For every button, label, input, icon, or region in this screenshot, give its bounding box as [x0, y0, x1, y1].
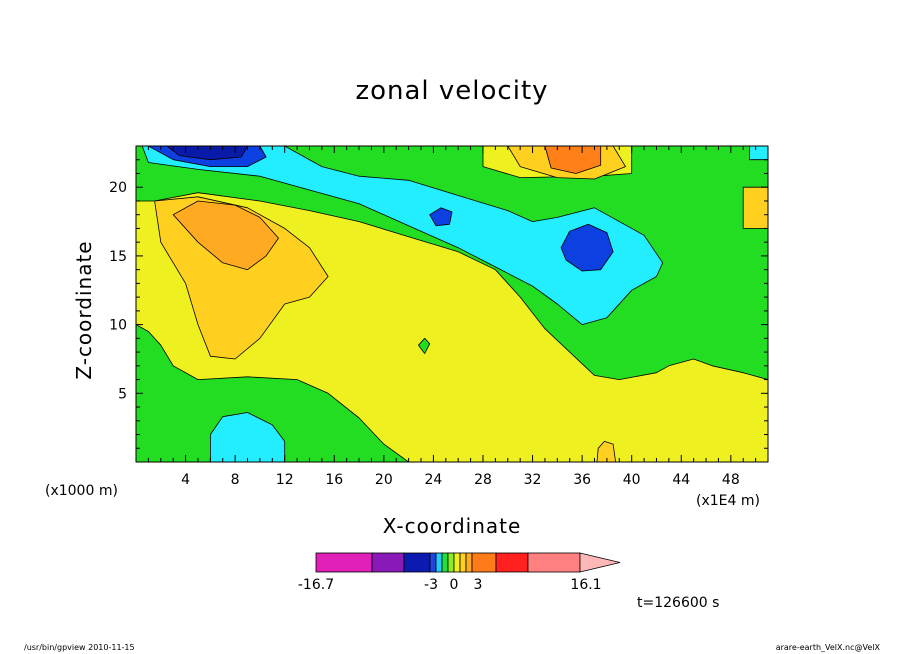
contour-region	[172, 200, 279, 271]
colorbar-swatch	[471, 552, 497, 573]
colorbar-swatch	[465, 552, 473, 573]
x-unit-label-right: (x1E4 m)	[696, 493, 760, 509]
contour-region	[166, 146, 248, 161]
contour-region	[429, 207, 453, 227]
colorbar-swatch	[495, 552, 529, 573]
colorbar-swatch	[371, 552, 405, 573]
x-tick-label: 44	[672, 472, 690, 488]
contour-region	[749, 146, 768, 161]
y-tick-label: 20	[109, 180, 127, 196]
colorbar-label: 3	[474, 577, 483, 593]
footer-left: /usr/bin/gpview 2010-11-15	[24, 643, 135, 652]
x-tick-label: 28	[474, 472, 492, 488]
x-axis-label: X-coordinate	[382, 514, 522, 538]
colorbar-swatch	[403, 552, 431, 573]
colorbar-swatch	[429, 552, 437, 573]
time-label: t=126600 s	[637, 595, 720, 611]
colorbar-swatch	[453, 552, 461, 573]
colorbar-label: 0	[450, 577, 459, 593]
colorbar-swatch	[527, 552, 581, 573]
x-tick-label: 40	[623, 472, 641, 488]
colorbar-swatch	[441, 552, 449, 573]
colorbar-label: 16.1	[570, 577, 601, 593]
contour-region	[560, 223, 614, 272]
x-tick-label: 16	[325, 472, 343, 488]
colorbar-swatch	[315, 552, 373, 573]
x-unit-label: (x1000 m)	[45, 483, 118, 499]
footer-right: arare-earth_VelX.nc@VelX	[775, 643, 880, 652]
plot-frame	[135, 145, 769, 463]
x-tick-label: 36	[573, 472, 591, 488]
y-axis-ticks: 5 10 15 20	[109, 145, 768, 449]
colorbar-swatch	[447, 552, 455, 573]
x-axis-ticks: 4 8 12 16 20 24 28 32 36 40 44 48	[147, 146, 769, 488]
colorbar-swatch	[459, 552, 467, 573]
y-tick-label: 5	[118, 386, 127, 402]
chart-title: zonal velocity	[355, 76, 549, 106]
y-tick-label: 10	[109, 318, 127, 334]
contour-region	[141, 146, 664, 326]
x-tick-label: 48	[722, 472, 740, 488]
x-tick-label: 20	[375, 472, 393, 488]
y-tick-label: 15	[109, 249, 127, 265]
colorbar-extend-arrow	[579, 552, 621, 573]
x-tick-label: 24	[424, 472, 442, 488]
colorbar-label: -3	[424, 577, 438, 593]
colorbar-label: -16.7	[298, 577, 334, 593]
y-axis-label: Z-coordinate	[72, 240, 96, 380]
x-tick-label: 4	[181, 472, 190, 488]
colorbar: -16.7 -3 0 3 16.1	[298, 552, 621, 593]
contour-region	[596, 440, 616, 462]
contour-fill-layer	[136, 146, 768, 462]
contour-region	[544, 146, 602, 174]
x-tick-label: 12	[276, 472, 294, 488]
x-tick-label: 8	[231, 472, 240, 488]
contour-region	[418, 337, 431, 354]
contour-region	[742, 186, 768, 229]
colorbar-swatch	[435, 552, 443, 573]
x-tick-label: 32	[524, 472, 542, 488]
